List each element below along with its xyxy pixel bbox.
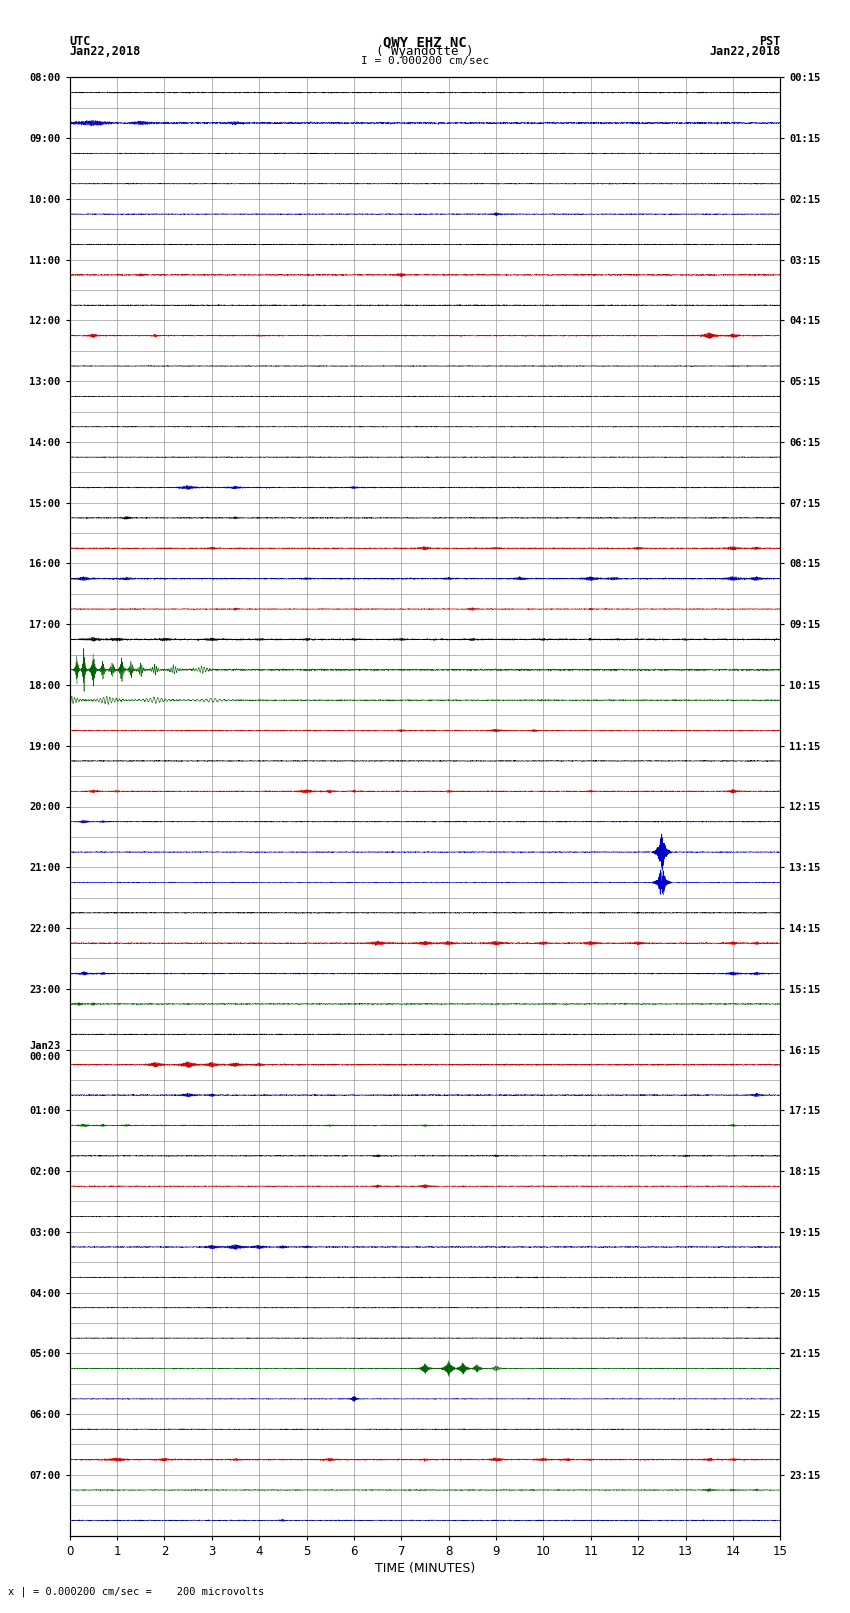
- Text: PST: PST: [759, 35, 780, 48]
- Text: I = 0.000200 cm/sec: I = 0.000200 cm/sec: [361, 56, 489, 66]
- Text: ( Wyandotte ): ( Wyandotte ): [377, 45, 473, 58]
- Text: x | = 0.000200 cm/sec =    200 microvolts: x | = 0.000200 cm/sec = 200 microvolts: [8, 1586, 264, 1597]
- Text: Jan22,2018: Jan22,2018: [709, 45, 780, 58]
- Text: QWY EHZ NC: QWY EHZ NC: [383, 35, 467, 50]
- X-axis label: TIME (MINUTES): TIME (MINUTES): [375, 1561, 475, 1574]
- Text: UTC: UTC: [70, 35, 91, 48]
- Text: Jan22,2018: Jan22,2018: [70, 45, 141, 58]
